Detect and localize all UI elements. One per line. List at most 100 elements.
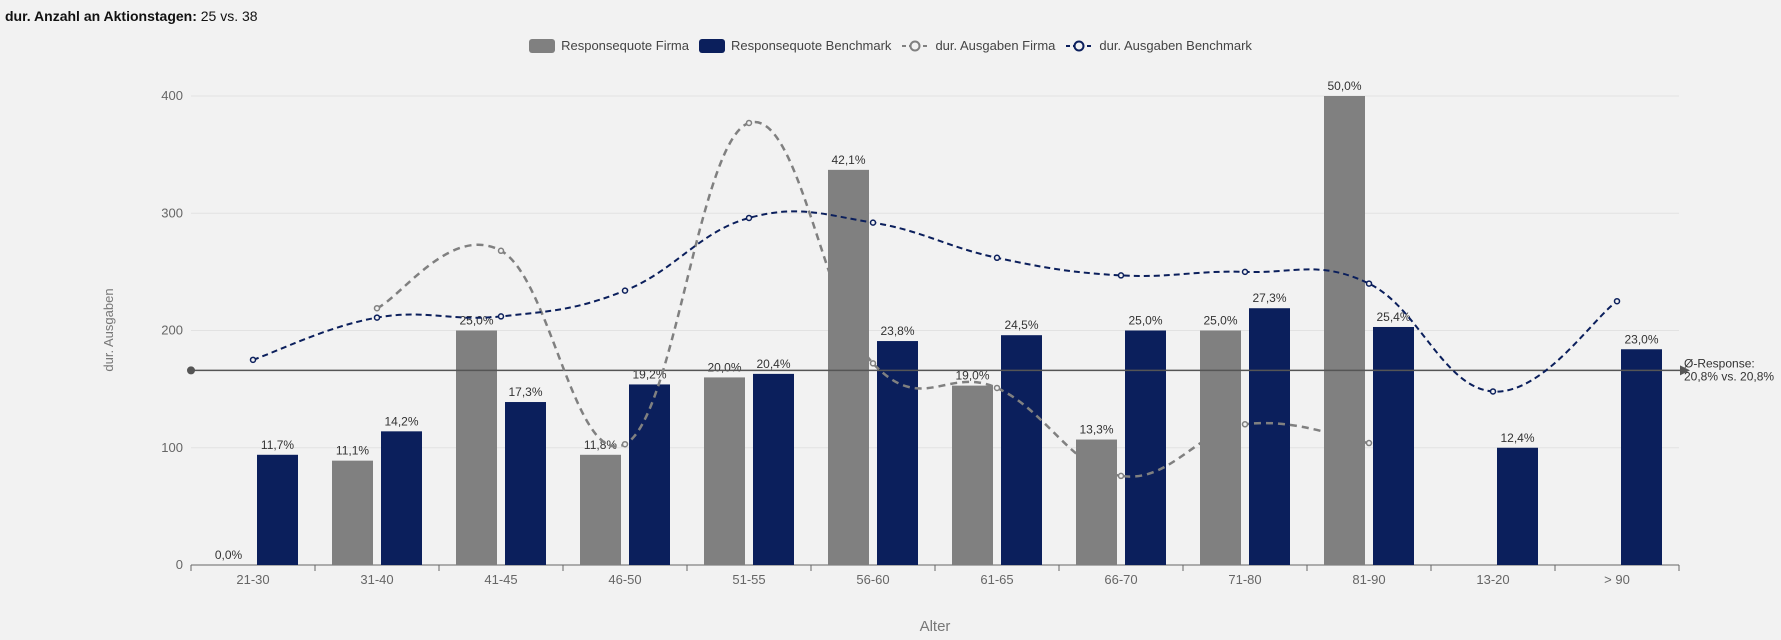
bar-data-label: 23,8% bbox=[880, 324, 914, 338]
bar-data-label: 11,8% bbox=[584, 438, 617, 452]
y-tick-label: 200 bbox=[161, 323, 183, 338]
bar-benchmark bbox=[1621, 349, 1662, 565]
bar-benchmark bbox=[1249, 308, 1290, 565]
legend-label: dur. Ausgaben Benchmark bbox=[1099, 38, 1252, 53]
point-firma bbox=[1365, 439, 1373, 447]
x-tick-label: 71-80 bbox=[1228, 572, 1261, 587]
y-tick-label: 400 bbox=[161, 88, 183, 103]
legend-swatch-benchmark bbox=[699, 38, 725, 53]
x-tick-label: 66-70 bbox=[1104, 572, 1137, 587]
legend-label: Responsequote Benchmark bbox=[731, 38, 892, 53]
line-firma bbox=[376, 120, 1370, 478]
bar-firma bbox=[1324, 96, 1365, 565]
point-benchmark bbox=[1365, 280, 1373, 287]
bar-data-label: 25,0% bbox=[459, 314, 493, 328]
bar-data-label: 24,5% bbox=[1004, 318, 1038, 332]
header-label: dur. Anzahl an Aktionstagen: bbox=[5, 8, 197, 24]
point-firma bbox=[745, 119, 753, 127]
legend-item-firma-line[interactable]: dur. Ausgaben Firma bbox=[901, 38, 1055, 53]
bar-data-label: 17,3% bbox=[508, 385, 542, 399]
header-value: 25 vs. 38 bbox=[200, 8, 258, 24]
bar-data-label: 25,0% bbox=[1203, 314, 1237, 328]
bar-data-label: 25,0% bbox=[1128, 314, 1162, 328]
bar-benchmark bbox=[1497, 447, 1538, 565]
point-benchmark bbox=[745, 214, 753, 222]
bar-firma bbox=[1076, 439, 1117, 565]
point-benchmark bbox=[621, 287, 629, 294]
point-firma bbox=[621, 440, 629, 448]
average-label: Ø-Response: bbox=[1684, 356, 1755, 370]
bar-data-label: 27,3% bbox=[1252, 291, 1286, 305]
point-benchmark bbox=[1613, 297, 1621, 305]
bar-data-label: 20,0% bbox=[707, 360, 741, 374]
bar-benchmark bbox=[1373, 326, 1414, 565]
legend-item-benchmark-bar[interactable]: Responsequote Benchmark bbox=[699, 38, 891, 53]
bar-data-label: 25,4% bbox=[1376, 310, 1410, 324]
bar-benchmark bbox=[381, 431, 422, 565]
point-benchmark bbox=[249, 356, 257, 364]
bar-benchmark bbox=[505, 402, 546, 565]
x-tick-label: 81-90 bbox=[1352, 572, 1385, 587]
legend-item-firma-bar[interactable]: Responsequote Firma bbox=[529, 38, 689, 53]
legend-swatch-firma bbox=[529, 38, 556, 53]
bar-firma bbox=[1200, 330, 1241, 565]
y-tick-label: 0 bbox=[176, 557, 183, 572]
bar-data-label: 20,4% bbox=[756, 357, 790, 371]
bar-benchmark bbox=[1001, 335, 1042, 565]
average-value-label: 20,8% vs. 20,8% bbox=[1684, 369, 1774, 383]
bar-benchmark bbox=[877, 341, 918, 565]
legend-label: Responsequote Firma bbox=[561, 38, 689, 53]
x-tick-label: > 90 bbox=[1604, 572, 1630, 587]
point-benchmark bbox=[1117, 272, 1125, 279]
bar-firma bbox=[952, 385, 993, 565]
header-summary: dur. Anzahl an Aktionstagen: 25 vs. 38 bbox=[5, 8, 258, 24]
y-axis-title: dur. Ausgaben bbox=[101, 288, 116, 371]
bar-data-label: 12,4% bbox=[1500, 431, 1534, 445]
x-axis-title: Alter bbox=[920, 618, 951, 635]
point-firma bbox=[1117, 472, 1125, 480]
bar-data-label: 13,3% bbox=[1079, 423, 1113, 437]
bar-data-label: 11,1% bbox=[336, 444, 369, 458]
x-tick-label: 61-65 bbox=[980, 572, 1013, 587]
x-tick-label: 21-30 bbox=[236, 572, 269, 587]
point-firma bbox=[993, 384, 1001, 392]
x-tick-label: 56-60 bbox=[856, 572, 889, 587]
y-tick-label: 300 bbox=[161, 205, 183, 220]
bar-benchmark bbox=[753, 373, 794, 565]
x-tick-label: 13-20 bbox=[1476, 572, 1509, 587]
bar-data-label: 19,0% bbox=[955, 369, 989, 383]
bar-firma bbox=[332, 460, 373, 565]
point-firma bbox=[497, 247, 505, 255]
point-benchmark bbox=[1241, 268, 1249, 276]
point-benchmark bbox=[993, 254, 1001, 262]
bar-firma bbox=[704, 377, 745, 565]
y-tick-label: 100 bbox=[161, 440, 183, 455]
x-tick-label: 46-50 bbox=[608, 572, 641, 587]
bar-data-label: 0,0% bbox=[215, 548, 243, 562]
bar-benchmark bbox=[1125, 330, 1166, 565]
point-firma bbox=[869, 360, 877, 367]
point-firma bbox=[1241, 421, 1249, 428]
chart-legend: Responsequote Firma Responsequote Benchm… bbox=[0, 38, 1781, 53]
bar-data-label: 14,2% bbox=[384, 414, 418, 428]
bar-firma bbox=[580, 454, 621, 565]
bar-firma bbox=[828, 169, 869, 565]
point-benchmark bbox=[869, 219, 877, 226]
bar-data-label: 50,0% bbox=[1327, 79, 1361, 93]
x-tick-label: 51-55 bbox=[732, 572, 765, 587]
legend-line-benchmark-icon bbox=[1066, 40, 1093, 51]
x-tick-label: 41-45 bbox=[484, 572, 517, 587]
legend-label: dur. Ausgaben Firma bbox=[935, 38, 1056, 53]
x-tick-label: 31-40 bbox=[360, 572, 393, 587]
bar-data-label: 42,1% bbox=[831, 153, 865, 167]
bar-benchmark bbox=[629, 384, 670, 565]
legend-item-benchmark-line[interactable]: dur. Ausgaben Benchmark bbox=[1065, 38, 1252, 53]
point-firma bbox=[373, 304, 381, 312]
average-line-start bbox=[187, 366, 195, 375]
bar-benchmark bbox=[257, 454, 298, 565]
bar-firma bbox=[456, 330, 497, 565]
bar-data-label: 23,0% bbox=[1624, 332, 1658, 346]
line-benchmark bbox=[252, 210, 1618, 393]
point-benchmark bbox=[373, 314, 381, 321]
